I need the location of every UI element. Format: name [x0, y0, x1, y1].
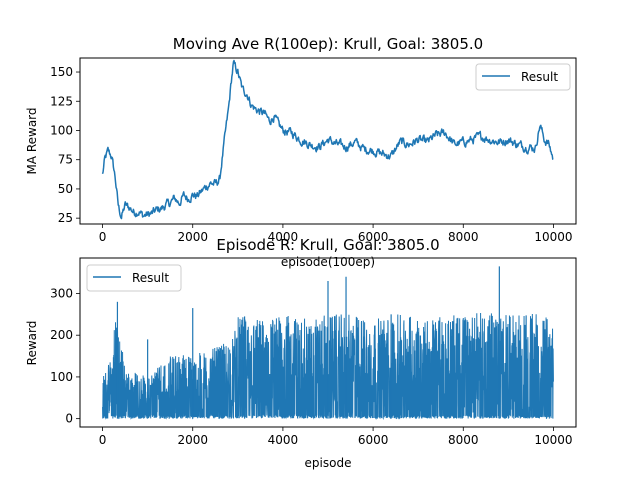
episode-reward-y-axis-label: Reward — [25, 321, 39, 366]
episode-reward-chart: 0 2000 4000 6000 8000 10000 0 100 200 300 Episod… — [25, 236, 577, 470]
y-tick-label: 200 — [50, 328, 73, 342]
y-tick-label: 50 — [58, 182, 73, 196]
x-tick-label: 4000 — [268, 433, 299, 447]
episode-reward-x-axis-label: episode — [305, 456, 352, 470]
x-tick-label: 6000 — [358, 433, 389, 447]
x-tick-label: 6000 — [358, 230, 389, 244]
ma-reward-x-axis-label: episode(100ep) — [281, 255, 375, 269]
y-tick-label: 25 — [58, 211, 73, 225]
episode-reward-axes-frame — [79, 257, 577, 428]
episode-reward-plot-area — [102, 266, 554, 420]
x-tick-label: 2000 — [177, 433, 208, 447]
x-tick-label: 10000 — [534, 230, 572, 244]
episode-reward-legend-box — [86, 264, 182, 292]
episode-reward-x-ticks: 0 2000 4000 6000 8000 10000 — [99, 427, 573, 447]
episode-reward-legend: Result — [86, 264, 182, 292]
ma-reward-legend-box — [475, 63, 571, 91]
ma-reward-x-ticks: 0 2000 4000 6000 8000 10000 — [99, 224, 573, 244]
ma-reward-chart-title: Moving Ave R(100ep): Krull, Goal: 3805.0 — [173, 35, 483, 53]
x-tick-label: 8000 — [448, 230, 479, 244]
x-tick-label: 8000 — [448, 433, 479, 447]
x-tick-label: 0 — [99, 433, 107, 447]
y-tick-label: 300 — [50, 286, 73, 300]
y-tick-label: 0 — [65, 412, 73, 426]
ma-reward-chart: 0 2000 4000 6000 8000 10000 25 50 75 100 125 150 M… — [25, 35, 577, 269]
ma-reward-legend: Result — [475, 63, 571, 91]
episode-reward-chart-title: Episode R: Krull, Goal: 3805.0 — [216, 236, 439, 254]
y-tick-label: 125 — [50, 94, 73, 108]
x-tick-label: 4000 — [268, 230, 299, 244]
x-tick-label: 10000 — [534, 433, 572, 447]
x-tick-label: 2000 — [177, 230, 208, 244]
ma-reward-legend-label: Result — [521, 70, 558, 84]
ma-reward-series-line — [101, 59, 554, 220]
ma-reward-y-axis-label: MA Reward — [25, 107, 39, 174]
y-tick-label: 150 — [50, 65, 73, 79]
ma-reward-y-ticks: 25 50 75 100 125 150 — [50, 65, 80, 225]
episode-reward-y-ticks: 0 100 200 300 — [50, 286, 80, 426]
y-tick-label: 100 — [50, 370, 73, 384]
x-tick-label: 0 — [99, 230, 107, 244]
episode-reward-legend-label: Result — [132, 271, 169, 285]
y-tick-label: 75 — [58, 153, 73, 167]
y-tick-label: 100 — [50, 123, 73, 137]
ma-reward-plot-area — [101, 59, 554, 220]
ma-reward-axes-frame — [79, 57, 577, 225]
